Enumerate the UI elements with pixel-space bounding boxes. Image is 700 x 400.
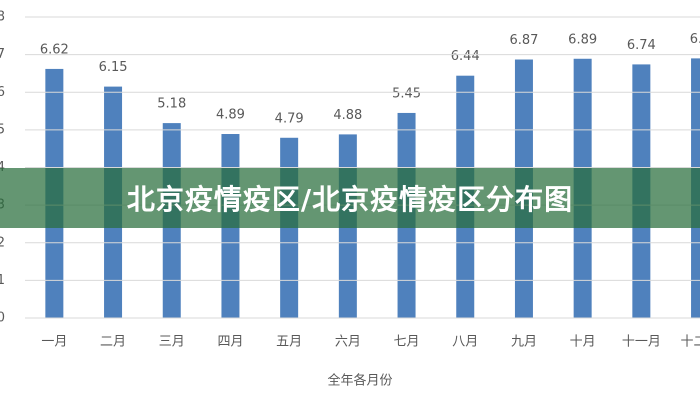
y-tick-label: 7: [0, 47, 5, 62]
data-label: 4.89: [216, 108, 245, 123]
x-tick-label: 九月: [511, 335, 537, 350]
x-tick-label: 八月: [452, 335, 478, 350]
x-tick-label: 二月: [100, 335, 126, 350]
data-label: 6.87: [509, 33, 538, 48]
data-label: 5.45: [392, 86, 421, 101]
data-label: 4.88: [333, 108, 362, 123]
x-tick-label: 十月: [570, 335, 596, 350]
data-label: 6.9: [690, 32, 700, 47]
y-tick-label: 0: [0, 311, 5, 326]
x-tick-label: 三月: [159, 335, 185, 350]
data-label: 4.79: [275, 111, 304, 126]
data-label: 6.89: [568, 32, 597, 47]
y-tick-label: 2: [0, 235, 5, 250]
x-tick-label: 六月: [335, 335, 361, 350]
data-label: 5.18: [157, 97, 186, 112]
data-label: 6.15: [99, 60, 128, 75]
data-label: 6.44: [451, 49, 480, 64]
x-tick-label: 五月: [276, 335, 302, 350]
x-tick-label: 四月: [217, 335, 243, 350]
x-tick-label: 十二月: [681, 335, 700, 350]
banner: 北京疫情疫区/北京疫情疫区分布图: [0, 168, 700, 228]
y-tick-label: 8: [0, 10, 5, 25]
x-tick-label: 一月: [41, 335, 67, 350]
data-label: 6.74: [627, 38, 656, 53]
data-label: 6.62: [40, 42, 69, 57]
y-tick-label: 4: [0, 160, 5, 175]
x-tick-label: 十一月: [622, 335, 661, 350]
x-tick-label: 七月: [394, 335, 420, 350]
y-tick-label: 6: [0, 85, 5, 100]
y-tick-label: 1: [0, 273, 5, 288]
x-axis-label: 全年各月份: [327, 373, 392, 389]
y-tick-label: 5: [0, 122, 5, 137]
